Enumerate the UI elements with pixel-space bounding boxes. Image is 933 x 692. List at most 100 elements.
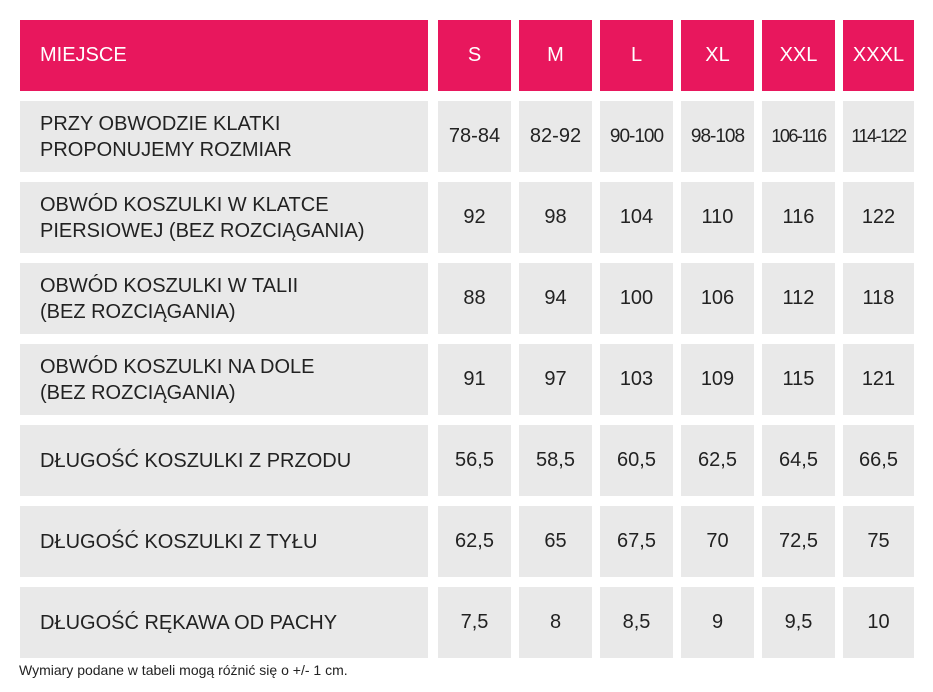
- cell-value: 110: [701, 206, 734, 228]
- table-cell: 7,5: [438, 587, 511, 658]
- table-cell: 58,5: [519, 425, 592, 496]
- row-label-cell: DŁUGOŚĆ KOSZULKI Z TYŁU: [20, 506, 428, 577]
- cell-value: 66,5: [859, 449, 898, 471]
- cell-value: 118: [862, 287, 895, 309]
- table-cell: 9: [681, 587, 754, 658]
- cell-value: 9: [711, 611, 724, 633]
- table-cell: 97: [519, 344, 592, 415]
- table-cell: 109: [681, 344, 754, 415]
- cell-value: 103: [619, 368, 654, 390]
- table-cell: 121: [843, 344, 914, 415]
- size-label: XXXL: [852, 44, 905, 66]
- table-cell: 8: [519, 587, 592, 658]
- table-cell: 65: [519, 506, 592, 577]
- cell-value: 62,5: [455, 530, 494, 552]
- row-label: OBWÓD KOSZULKI NA DOLE (BEZ ROZCIĄGANIA): [40, 355, 315, 404]
- table-cell: 106-116: [762, 101, 835, 172]
- table-cell: 66,5: [843, 425, 914, 496]
- cell-value: 116: [782, 206, 815, 228]
- cell-value: 64,5: [779, 449, 818, 471]
- cell-value: 121: [861, 368, 896, 390]
- cell-value: 7,5: [460, 611, 489, 633]
- cell-value: 91: [463, 368, 486, 390]
- table-cell: 72,5: [762, 506, 835, 577]
- table-cell: 100: [600, 263, 673, 334]
- table-cell: 112: [762, 263, 835, 334]
- table-cell: 56,5: [438, 425, 511, 496]
- table-cell: 60,5: [600, 425, 673, 496]
- footnote: Wymiary podane w tabeli mogą różnić się …: [19, 662, 348, 678]
- table-cell: 8,5: [600, 587, 673, 658]
- header-size-xl: XL: [681, 20, 754, 91]
- table-cell: 62,5: [438, 506, 511, 577]
- table-cell: 118: [843, 263, 914, 334]
- table-cell: 92: [438, 182, 511, 253]
- cell-value: 104: [619, 206, 654, 228]
- cell-value: 75: [867, 530, 890, 552]
- table-cell: 67,5: [600, 506, 673, 577]
- table-cell: 114-122: [843, 101, 914, 172]
- table-cell: 64,5: [762, 425, 835, 496]
- cell-value: 70: [706, 530, 729, 552]
- table-cell: 115: [762, 344, 835, 415]
- row-label-cell: DŁUGOŚĆ RĘKAWA OD PACHY: [20, 587, 428, 658]
- row-label-cell: OBWÓD KOSZULKI W TALII (BEZ ROZCIĄGANIA): [20, 263, 428, 334]
- cell-value: 67,5: [617, 530, 656, 552]
- row-label: OBWÓD KOSZULKI W KLATCE PIERSIOWEJ (BEZ …: [40, 193, 365, 242]
- table-cell: 98-108: [681, 101, 754, 172]
- header-label-cell: MIEJSCE: [20, 20, 428, 91]
- cell-value: 98: [544, 206, 567, 228]
- table-cell: 106: [681, 263, 754, 334]
- row-label: DŁUGOŚĆ KOSZULKI Z TYŁU: [40, 530, 318, 553]
- row-label: OBWÓD KOSZULKI W TALII (BEZ ROZCIĄGANIA): [40, 274, 299, 323]
- table-cell: 91: [438, 344, 511, 415]
- cell-value: 56,5: [455, 449, 494, 471]
- size-label: L: [630, 44, 643, 66]
- cell-value: 106: [700, 287, 735, 309]
- cell-value: 9,5: [784, 611, 813, 633]
- row-label-cell: PRZY OBWODZIE KLATKI PROPONUJEMY ROZMIAR: [20, 101, 428, 172]
- cell-value: 78-84: [448, 125, 501, 147]
- size-label: XXL: [779, 44, 818, 66]
- cell-value: 109: [700, 368, 735, 390]
- table-cell: 94: [519, 263, 592, 334]
- table-cell: 88: [438, 263, 511, 334]
- table-cell: 70: [681, 506, 754, 577]
- table-cell: 90-100: [600, 101, 673, 172]
- row-label-cell: OBWÓD KOSZULKI W KLATCE PIERSIOWEJ (BEZ …: [20, 182, 428, 253]
- cell-value: 98-108: [690, 125, 745, 147]
- cell-value: 97: [544, 368, 567, 390]
- cell-value: 62,5: [698, 449, 737, 471]
- size-label: S: [467, 44, 482, 66]
- table-cell: 62,5: [681, 425, 754, 496]
- header-size-l: L: [600, 20, 673, 91]
- table-cell: 10: [843, 587, 914, 658]
- header-size-xxl: XXL: [762, 20, 835, 91]
- table-cell: 104: [600, 182, 673, 253]
- table-cell: 98: [519, 182, 592, 253]
- header-size-m: M: [519, 20, 592, 91]
- cell-value: 72,5: [779, 530, 818, 552]
- cell-value: 100: [619, 287, 654, 309]
- cell-value: 82-92: [529, 125, 582, 147]
- cell-value: 106-116: [771, 126, 827, 146]
- cell-value: 112: [782, 287, 815, 309]
- cell-value: 8: [549, 611, 562, 633]
- header-size-s: S: [438, 20, 511, 91]
- size-label: M: [547, 44, 564, 66]
- table-cell: 75: [843, 506, 914, 577]
- cell-value: 90-100: [609, 125, 664, 147]
- cell-value: 58,5: [536, 449, 575, 471]
- cell-value: 60,5: [617, 449, 656, 471]
- cell-value: 94: [544, 287, 567, 309]
- row-label: DŁUGOŚĆ KOSZULKI Z PRZODU: [40, 449, 352, 472]
- cell-value: 115: [782, 368, 815, 390]
- table-cell: 9,5: [762, 587, 835, 658]
- header-size-xxxl: XXXL: [843, 20, 914, 91]
- header-label: MIEJSCE: [40, 44, 127, 66]
- cell-value: 10: [867, 611, 890, 633]
- row-label-cell: DŁUGOŚĆ KOSZULKI Z PRZODU: [20, 425, 428, 496]
- cell-value: 8,5: [622, 611, 651, 633]
- row-label-cell: OBWÓD KOSZULKI NA DOLE (BEZ ROZCIĄGANIA): [20, 344, 428, 415]
- cell-value: 114-122: [851, 126, 907, 146]
